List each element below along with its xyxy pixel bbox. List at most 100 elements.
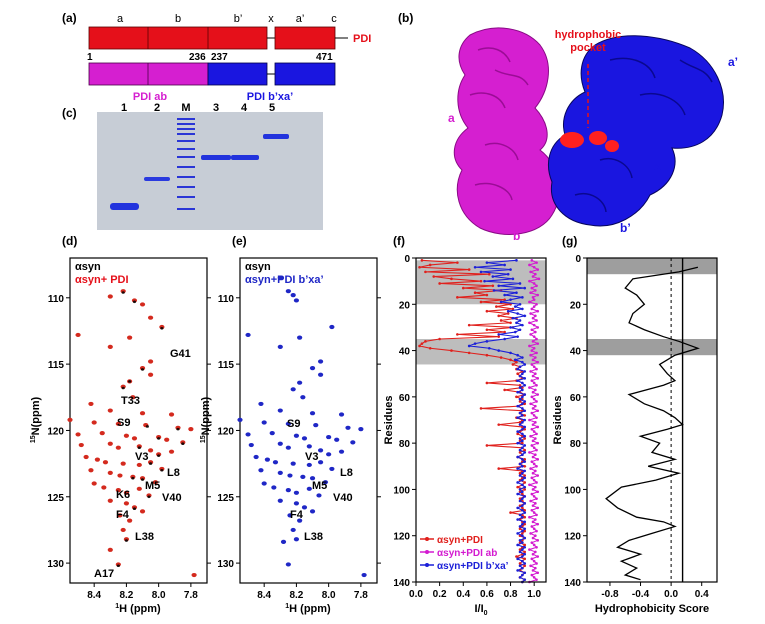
data-point	[529, 499, 532, 503]
nmr-peak	[317, 372, 324, 377]
x-tick-label: 1.0	[527, 589, 541, 600]
peak-annotation: V3	[135, 451, 148, 463]
data-point	[530, 508, 534, 512]
x-axis-label-sub: 0	[484, 610, 488, 617]
peak-annotation: A17	[94, 568, 114, 580]
data-point	[521, 529, 524, 533]
nmr-peak	[123, 490, 130, 495]
panel-label-a: (a)	[62, 11, 77, 25]
x-tick-label: 0.4	[695, 589, 709, 600]
data-point	[523, 414, 527, 417]
domain-label-b-prime: b’	[234, 13, 243, 25]
y-tick-label: 130	[217, 559, 234, 570]
nmr-peak	[316, 493, 322, 498]
data-point	[536, 393, 540, 396]
nmr-peak	[306, 444, 312, 449]
data-point	[523, 545, 527, 549]
data-point	[515, 555, 518, 558]
y-tick-label: 0	[404, 254, 410, 265]
data-point	[523, 451, 527, 454]
nmr-peak	[297, 380, 303, 385]
data-point	[534, 437, 537, 440]
plot-frame	[586, 257, 718, 583]
nmr-peak	[287, 513, 293, 518]
nmr-peak	[115, 421, 121, 426]
nmr-peak	[157, 437, 161, 440]
nmr-peak	[107, 294, 113, 299]
data-point	[521, 307, 524, 311]
nmr-peak	[301, 505, 308, 510]
x-tick-label: 0.8	[504, 589, 518, 600]
y-tick-label: 40	[570, 347, 582, 358]
x-axis-label-rest: H (ppm)	[119, 603, 161, 615]
nmr-peak	[269, 431, 275, 436]
data-point	[521, 441, 524, 445]
peak-annotation: S9	[287, 418, 300, 430]
data-point	[523, 481, 527, 484]
data-point	[516, 543, 519, 547]
nmr-peak	[128, 380, 132, 383]
data-point	[516, 455, 519, 459]
pdi-bar-left	[88, 26, 268, 50]
data-point	[418, 265, 421, 269]
gel-band	[201, 155, 231, 160]
pocket-red-patch	[605, 140, 619, 152]
data-point	[521, 453, 524, 457]
data-point	[516, 404, 519, 408]
data-point	[532, 265, 536, 269]
shaded-regions	[416, 260, 546, 365]
data-point	[534, 550, 537, 554]
data-point	[521, 446, 524, 450]
data-point	[518, 383, 522, 387]
nmr-peak	[338, 449, 345, 454]
nmr-peak	[329, 324, 335, 330]
data-point	[536, 309, 540, 313]
data-point	[523, 418, 527, 422]
nmr-peak	[306, 462, 312, 468]
data-point	[518, 423, 522, 426]
y-tick-label: 20	[399, 300, 411, 311]
lane-label: 1	[121, 102, 127, 114]
data-point	[518, 400, 522, 403]
nmr-spectrum-e: αsyn αsyn+PDI b’xa’ 8.4 8.2 8.0 7.811011512…	[200, 257, 381, 615]
data-point	[503, 293, 506, 297]
nmr-peak	[121, 386, 125, 390]
data-point	[521, 483, 524, 487]
x-tick-label: 0.0	[664, 589, 678, 600]
data-point	[521, 497, 524, 500]
data-point	[523, 434, 527, 438]
x-tick-label: 8.4	[257, 590, 271, 601]
series-line	[605, 266, 700, 581]
nmr-peak	[285, 421, 291, 426]
data-point	[428, 346, 432, 350]
nmr-peak	[132, 300, 137, 304]
data-point	[497, 314, 501, 318]
data-point	[438, 282, 441, 285]
data-point	[420, 342, 424, 345]
x-tick-label: 8.0	[322, 590, 336, 601]
data-point	[521, 490, 524, 494]
data-point	[518, 474, 522, 477]
data-point	[516, 569, 519, 572]
data-point	[534, 356, 537, 359]
x-tick-label: 8.2	[119, 590, 133, 601]
data-point	[456, 261, 459, 264]
data-point	[523, 444, 527, 447]
data-point	[497, 333, 501, 336]
y-axis-label: 15N(ppm)	[200, 397, 212, 444]
data-point	[497, 467, 501, 470]
legend-entry-asyn-bxa: αsyn+PDI b’xa’	[245, 274, 324, 286]
nmr-peak	[264, 457, 270, 462]
legend-entry-asyn-pdi: αsyn+ PDI	[75, 274, 129, 286]
data-point	[532, 430, 536, 433]
surface-texture	[469, 47, 529, 201]
data-point	[518, 365, 522, 369]
data-point	[530, 363, 534, 366]
series-lines	[605, 266, 700, 581]
x-axis-label-rest: H (ppm)	[289, 603, 331, 615]
panel-label-d: (d)	[62, 234, 77, 248]
data-point	[518, 527, 522, 531]
data-point	[529, 467, 532, 470]
data-point	[521, 407, 524, 410]
data-point	[509, 298, 512, 301]
